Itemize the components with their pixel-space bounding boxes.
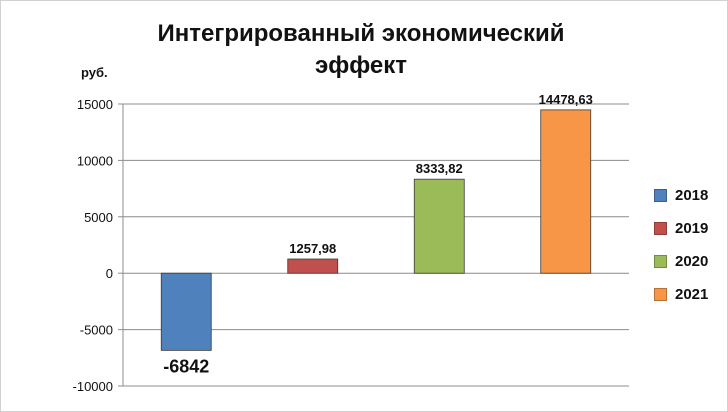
legend-swatch (654, 222, 667, 235)
legend-label: 2018 (675, 187, 709, 204)
data-label-2019: 1257,98 (289, 241, 336, 256)
legend-item-2020: 2020 (654, 253, 708, 270)
legend-swatch (654, 288, 667, 301)
data-label-2020: 8333,82 (416, 161, 463, 176)
legend-label: 2019 (675, 220, 709, 237)
legend-item-2019: 2019 (654, 220, 708, 237)
y-tick-label: 10000 (77, 153, 113, 168)
data-label-2021: 14478,63 (539, 92, 593, 107)
legend-label: 2020 (675, 253, 709, 270)
legend-label: 2021 (675, 286, 709, 303)
bar-2019 (287, 258, 339, 274)
y-tick-label: -10000 (73, 379, 113, 394)
legend: 2018 2019 2020 2021 (654, 187, 708, 319)
legend-item-2021: 2021 (654, 286, 708, 303)
chart-title-line-1: Интегрированный экономический (157, 20, 565, 47)
bar-2018 (160, 272, 212, 351)
legend-swatch (654, 255, 667, 268)
data-label-2018: -6842 (163, 356, 209, 376)
bar-2021 (540, 109, 592, 274)
y-tick-label: -5000 (80, 323, 113, 338)
y-tick-label: 15000 (77, 97, 113, 112)
y-tick-label: 0 (106, 266, 113, 281)
bar-2020 (413, 178, 465, 274)
legend-item-2018: 2018 (654, 187, 708, 204)
chart-title-line-2: эффект (314, 52, 408, 79)
y-tick-label: 5000 (84, 210, 113, 225)
legend-swatch (654, 189, 667, 202)
y-axis-unit-label: руб. (81, 65, 108, 80)
